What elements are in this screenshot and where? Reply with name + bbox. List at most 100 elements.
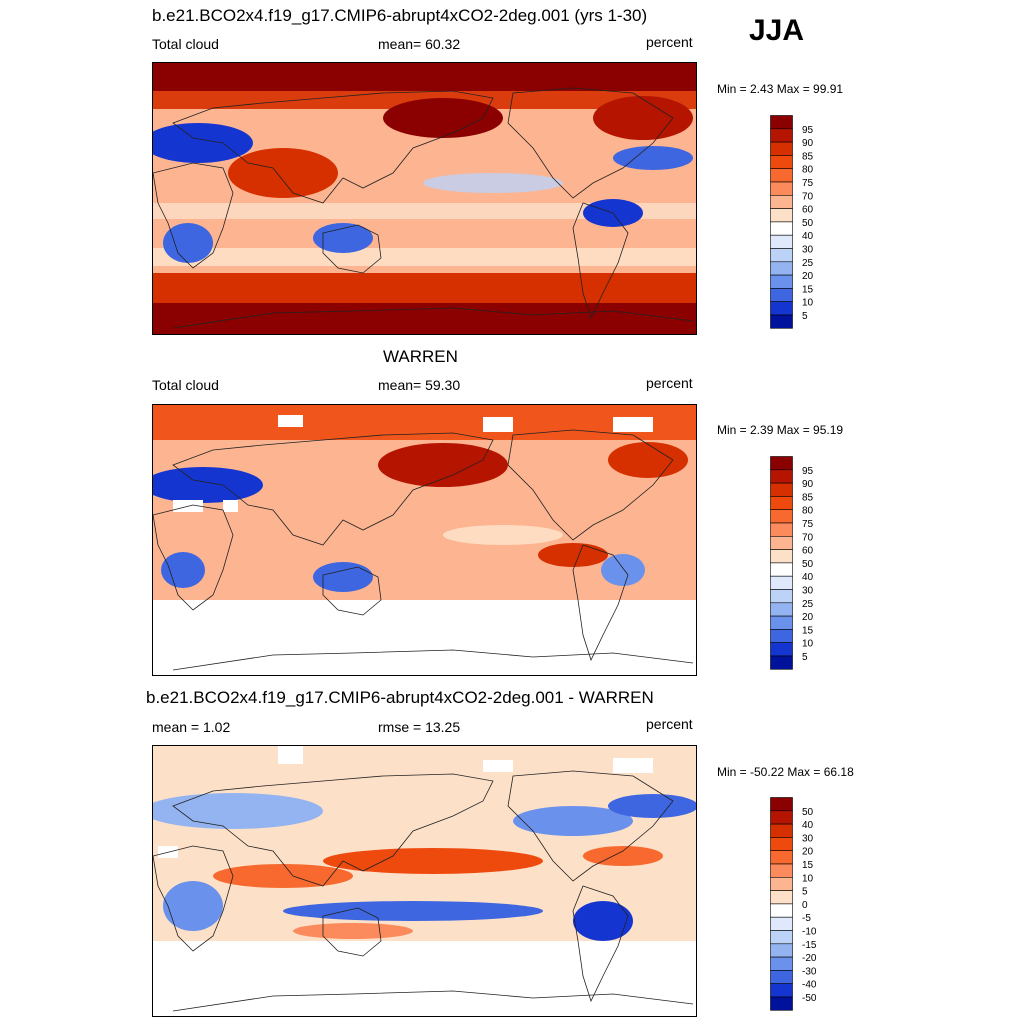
map-3-missing-cell-2 — [613, 758, 653, 773]
colorbar-3-box-13 — [770, 970, 793, 984]
panel-3-rmse-label: rmse = 13.25 — [378, 719, 461, 735]
map-3-spac-neg — [283, 901, 543, 921]
colorbar-2-label-9: 30 — [802, 586, 814, 597]
panel-3-colorbar: 50 40 30 20 15 10 5 0 -5 -10 -15 -20 -30 -40 -50 — [770, 797, 830, 1017]
colorbar-1-label-2: 85 — [802, 151, 814, 162]
panel-2-colorbar: 95 90 85 80 75 70 60 50 40 30 25 20 15 10 5 — [770, 456, 830, 676]
colorbar-3-box-14 — [770, 983, 793, 998]
colorbar-1-box-15 — [770, 314, 793, 329]
colorbar-3-label-1: 40 — [802, 820, 814, 831]
map-3-samerica-neg — [573, 901, 633, 941]
map-2-coastline-1 — [153, 504, 234, 611]
colorbar-1-label-3: 80 — [802, 165, 814, 176]
colorbar-3-box-8 — [770, 903, 793, 918]
map-1-arctic-band — [153, 63, 696, 91]
map-2-missing-cell-2 — [613, 417, 653, 432]
map-3-npac-pos — [323, 848, 543, 874]
colorbar-2-label-11: 20 — [802, 612, 814, 623]
panel-1-units-label: percent — [646, 34, 693, 50]
colorbar-3-label-12: -30 — [802, 966, 817, 977]
panel-1-variable-label: Total cloud — [152, 36, 219, 52]
colorbar-1-box-2 — [770, 141, 793, 156]
colorbar-3-label-10: -15 — [802, 940, 817, 951]
map-2-missing-south — [153, 600, 696, 675]
colorbar-1-box-11 — [770, 261, 793, 276]
colorbar-1-box-9 — [770, 234, 793, 249]
map-1-south-band — [153, 273, 696, 303]
panel-2-variable-label: Total cloud — [152, 377, 219, 393]
colorbar-2-box-8 — [770, 562, 793, 577]
colorbar-2-box-10 — [770, 589, 793, 604]
map-1-usa-clear — [613, 146, 693, 170]
colorbar-3-label-7: 0 — [802, 900, 808, 911]
panel-3-title: b.e21.BCO2x4.f19_g17.CMIP6-abrupt4xCO2-2… — [146, 688, 654, 707]
colorbar-1-label-14: 5 — [802, 311, 808, 322]
colorbar-1-label-8: 40 — [802, 231, 814, 242]
colorbar-3-box-15 — [770, 996, 793, 1011]
panel-2-mean-label: mean= 59.30 — [378, 377, 461, 393]
map-2-australia-clear — [313, 562, 373, 592]
map-3-missing-cell-4 — [623, 1001, 653, 1016]
panel-1-map — [152, 62, 697, 335]
colorbar-2-box-12 — [770, 615, 793, 630]
colorbar-3-label-14: -50 — [802, 993, 817, 1004]
colorbar-3-label-6: 5 — [802, 887, 808, 898]
colorbar-2-box-14 — [770, 642, 793, 657]
map-1-subtrop-pac — [423, 173, 563, 193]
colorbar-2-label-1: 90 — [802, 479, 814, 490]
colorbar-1-box-0 — [770, 115, 793, 130]
map-3-missing-cell-0 — [278, 746, 303, 764]
colorbar-2-box-7 — [770, 549, 793, 564]
colorbar-2-label-12: 15 — [802, 625, 814, 636]
colorbar-1-label-10: 25 — [802, 258, 814, 269]
colorbar-2-label-3: 80 — [802, 506, 814, 517]
colorbar-2-label-6: 60 — [802, 546, 814, 557]
colorbar-1-label-12: 15 — [802, 284, 814, 295]
panel-1-colorbar-svg: 95 90 85 80 75 70 60 50 40 30 25 20 15 10 5 — [770, 115, 814, 329]
colorbar-2-box-0 — [770, 456, 793, 471]
colorbar-2-box-9 — [770, 575, 793, 590]
panel-2-map — [152, 404, 697, 676]
colorbar-2-box-11 — [770, 602, 793, 617]
panel-1-title: b.e21.BCO2x4.f19_g17.CMIP6-abrupt4xCO2-2… — [152, 6, 648, 25]
map-2-missing-cell-4 — [223, 500, 238, 512]
colorbar-3-label-0: 50 — [802, 807, 814, 818]
colorbar-1-box-10 — [770, 248, 793, 263]
colorbar-2-box-13 — [770, 629, 793, 643]
colorbar-2-label-5: 70 — [802, 532, 814, 543]
colorbar-1-box-7 — [770, 208, 793, 223]
colorbar-3-box-5 — [770, 863, 793, 878]
map-3-eurasia-neg — [153, 793, 323, 829]
colorbar-2-box-6 — [770, 536, 793, 550]
map-2-safrica-clear — [161, 552, 205, 588]
panel-2-minmax-label: Min = 2.39 Max = 95.19 — [717, 423, 844, 437]
map-3-coastline-0 — [172, 773, 494, 887]
colorbar-3-box-12 — [770, 956, 793, 971]
colorbar-1-label-5: 70 — [802, 191, 814, 202]
colorbar-1-box-14 — [770, 301, 793, 316]
colorbar-3-box-3 — [770, 837, 793, 852]
colorbar-3-label-2: 30 — [802, 833, 814, 844]
colorbar-2-label-0: 95 — [802, 466, 814, 477]
panel-3-map — [152, 745, 697, 1017]
map-2-subtrop-pac — [443, 525, 563, 545]
colorbar-1-box-6 — [770, 195, 793, 209]
map-2-missing-cell-1 — [483, 417, 513, 432]
panel-3-mean-label: mean = 1.02 — [152, 719, 231, 735]
colorbar-3-box-10 — [770, 930, 793, 945]
colorbar-3-box-9 — [770, 916, 793, 931]
map-3-pac-neg — [513, 806, 633, 836]
panel-2-map-field — [153, 405, 696, 675]
map-2-coastline-3 — [507, 429, 674, 541]
colorbar-2-label-8: 40 — [802, 572, 814, 583]
map-2-coastline-0 — [172, 432, 494, 546]
colorbar-1-box-1 — [770, 128, 793, 143]
map-3-io-pos — [213, 864, 353, 888]
map-2-coastline-2 — [322, 566, 382, 616]
colorbar-2-box-4 — [770, 509, 793, 524]
colorbar-1-box-4 — [770, 168, 793, 183]
panel-3-minmax-label: Min = -50.22 Max = 66.18 — [717, 765, 854, 779]
colorbar-3-label-9: -10 — [802, 927, 817, 938]
map-2-coastline-4 — [572, 544, 629, 662]
colorbar-3-label-5: 10 — [802, 873, 814, 884]
